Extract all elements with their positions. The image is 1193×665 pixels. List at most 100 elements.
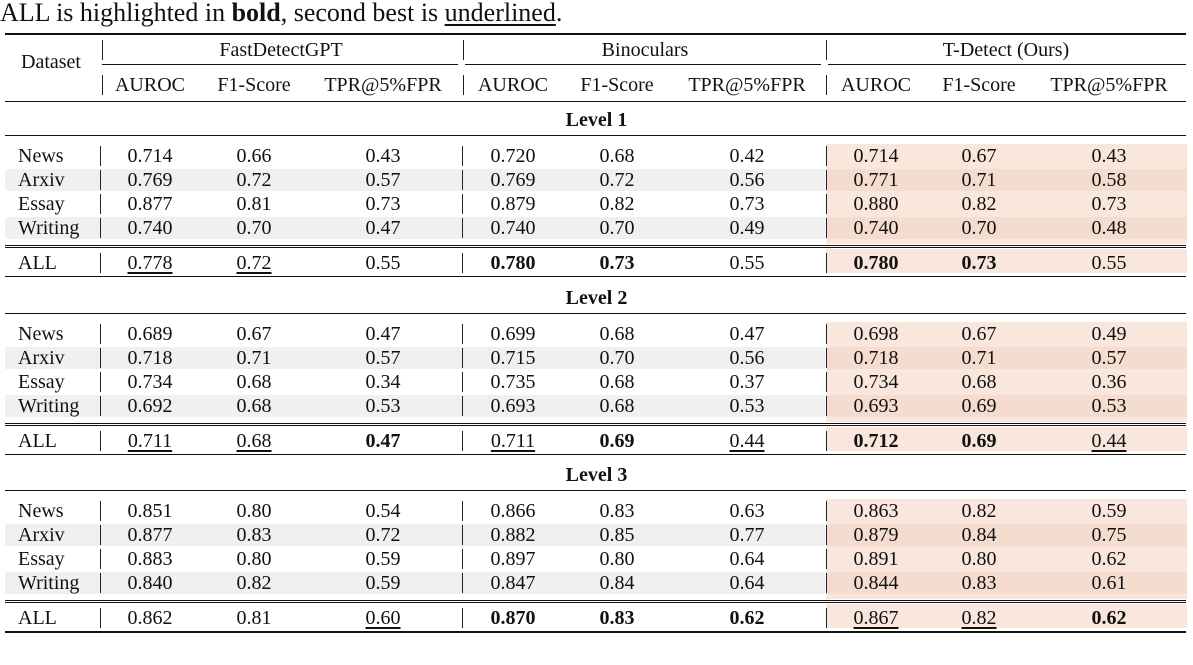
table-cell: 0.77 [729,524,765,546]
table-cell: 0.84 [599,572,635,594]
column-separator [100,218,101,238]
column-separator [463,75,464,95]
table-cell: 0.83 [599,607,635,629]
table-cell: 0.699 [490,323,536,345]
dataset-name: ALL [18,607,57,629]
table-cell: 0.68 [599,395,635,417]
table-cell: 0.54 [365,500,401,522]
table-cell: 0.880 [853,193,899,215]
table-cell: 0.712 [853,430,899,452]
table-cell: 0.70 [599,347,635,369]
table-cell: 0.42 [729,145,765,167]
table-cell: 0.70 [961,217,997,239]
table-cell: 0.847 [490,572,536,594]
table-cell: 0.844 [853,572,899,594]
table-cell: 0.778 [127,252,173,274]
table-cell: 0.714 [853,145,899,167]
column-separator [100,146,101,166]
table-cell: 0.71 [961,169,997,191]
table-cell: 0.62 [1091,607,1127,629]
metric-header: AUROC [840,74,912,96]
table-cell: 0.37 [729,371,765,393]
table-cell: 0.44 [1091,430,1127,452]
ours-highlight [826,249,1187,273]
row-stripe [5,169,825,191]
table-cell: 0.882 [490,524,536,546]
table-cell: 0.44 [729,430,765,452]
table-cell: 0.68 [599,323,635,345]
column-separator [826,218,827,238]
column-separator [826,194,827,214]
table-cell: 0.72 [236,169,272,191]
dataset-name: News [18,145,64,167]
dataset-name: ALL [18,430,57,452]
column-separator [100,324,101,344]
table-cell: 0.68 [236,371,272,393]
dataset-header: Dataset [21,51,81,73]
table-cell: 0.82 [236,572,272,594]
table-cell: 0.73 [729,193,765,215]
all-rule [5,247,1186,248]
table-cell: 0.870 [490,607,536,629]
column-separator [462,253,463,273]
table-cell: 0.62 [1091,548,1127,570]
table-cell: 0.68 [599,145,635,167]
dataset-name: ALL [18,252,57,274]
column-separator [826,40,827,60]
column-separator [100,431,101,451]
dataset-name: Essay [18,371,65,393]
table-cell: 0.71 [961,347,997,369]
table-cell: 0.68 [236,395,272,417]
column-separator [826,431,827,451]
table-cell: 0.693 [490,395,536,417]
column-separator [462,396,463,416]
table-cell: 0.740 [490,217,536,239]
column-separator [826,573,827,593]
table-cell: 0.82 [961,500,997,522]
dataset-name: Writing [18,395,80,417]
level-label: Level 3 [565,464,628,486]
metric-header: F1-Score [580,74,654,96]
column-separator [826,146,827,166]
all-rule [5,423,1186,424]
metric-header: TPR@5%FPR [1050,74,1168,96]
column-separator [462,146,463,166]
column-separator [462,218,463,238]
caption-text: ALL is highlighted in [0,0,232,27]
column-separator [462,549,463,569]
table-cell: 0.59 [365,548,401,570]
metric-header: TPR@5%FPR [324,74,442,96]
ours-highlight [826,427,1187,451]
table-cell: 0.735 [490,371,536,393]
cmidrule [102,64,458,65]
column-separator [462,348,463,368]
column-separator [100,549,101,569]
column-separator [826,608,827,628]
level-label: Level 2 [565,287,628,309]
table-cell: 0.43 [1091,145,1127,167]
table-cell: 0.58 [1091,169,1127,191]
table-cell: 0.47 [729,323,765,345]
caption-text: , second best is [280,0,445,27]
level-rule [5,313,1186,314]
metric-header: F1-Score [942,74,1016,96]
dataset-name: Arxiv [18,169,65,191]
table-cell: 0.71 [236,347,272,369]
column-separator [462,525,463,545]
column-separator [826,75,827,95]
table-cell: 0.82 [961,193,997,215]
method-header: Binoculars [601,39,689,61]
column-separator [462,170,463,190]
table-cell: 0.56 [729,169,765,191]
table-cell: 0.68 [599,371,635,393]
table-cell: 0.692 [127,395,173,417]
table-cell: 0.63 [729,500,765,522]
metric-header: TPR@5%FPR [688,74,806,96]
table-cell: 0.866 [490,500,536,522]
column-separator [462,324,463,344]
dataset-name: Arxiv [18,347,65,369]
table-cell: 0.59 [365,572,401,594]
table-cell: 0.80 [236,500,272,522]
column-separator [100,194,101,214]
table-cell: 0.82 [961,607,997,629]
